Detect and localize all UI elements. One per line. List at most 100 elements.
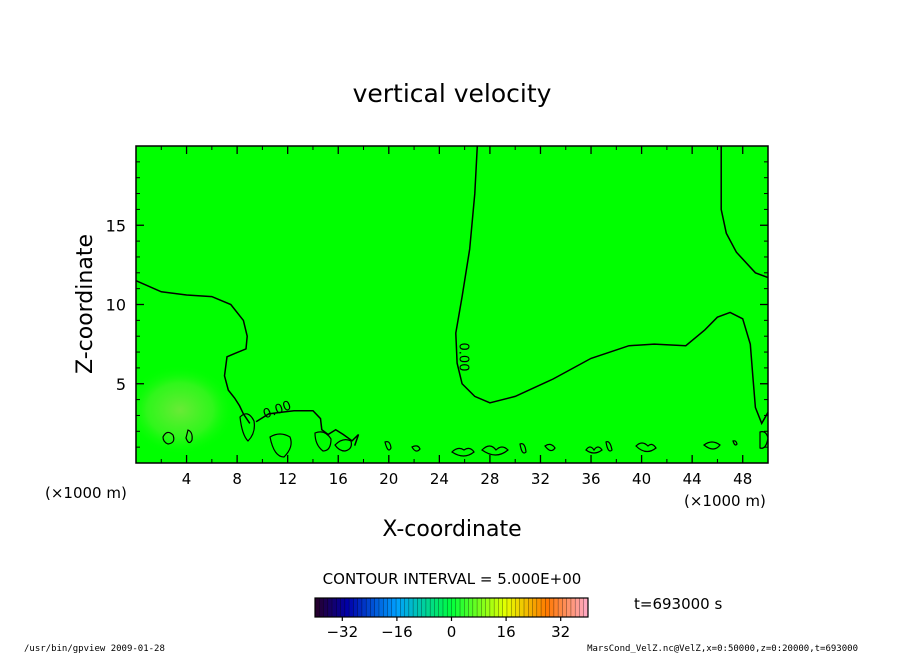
zero-contour-left [136,280,251,424]
colorbar-tick-label: 32 [551,623,570,641]
x-tick-label: 32 [531,470,550,488]
colorbar-ticks: −32 −16 0 16 32 [326,617,570,641]
colorbar-swatch [562,598,567,617]
colorbar-swatch [472,598,478,617]
x-unit-left: (×1000 m) [45,484,127,502]
blob-contour [635,442,657,453]
blob-contour [411,445,421,452]
colorbar-swatch [541,598,546,617]
colorbar-swatch [430,598,435,617]
zero-contour-upperright [720,146,768,279]
colorbar-swatch [442,598,448,617]
colorbar [314,598,589,617]
colorbar-swatch [366,598,371,617]
colorbar-swatch [455,598,461,617]
x-tick-label: 12 [278,470,297,488]
x-tick-label: 4 [182,470,192,488]
colorbar-tick-label: 16 [497,623,516,641]
colorbar-swatch [370,598,376,617]
colorbar-swatch [464,598,469,617]
blob-contour [162,431,175,445]
heatmap-positive-patch [136,365,235,455]
colorbar-swatch [315,598,320,617]
colorbar-swatch [558,598,563,617]
x-tick-label: 28 [480,470,499,488]
colorbar-swatch [511,598,516,617]
y-tick-label: 10 [106,296,126,315]
colorbar-swatch [383,598,388,617]
colorbar-swatch [579,598,585,617]
y-tick-label: 5 [116,375,126,394]
colorbar-swatch [506,598,512,617]
colorbar-swatch [451,598,457,617]
blob-contour [334,439,352,452]
colorbar-swatch [353,598,358,617]
x-tick-label: 36 [581,470,600,488]
blob-contour [314,431,332,452]
colorbar-swatch [536,598,542,617]
blob-contour [384,441,392,451]
colorbar-swatch [396,598,401,617]
colorbar-swatch [344,598,350,617]
x-tick-label: 40 [632,470,651,488]
colorbar-swatch [323,598,329,617]
y-tick-label: 15 [106,216,126,235]
colorbar-swatch [387,598,393,617]
x-axis-label: X-coordinate [382,517,521,542]
colorbar-swatch [447,598,452,617]
colorbar-swatch [549,598,555,617]
colorbar-swatch [327,598,333,617]
blob-contour [544,443,556,452]
colorbar-swatch [468,598,474,617]
blob-contour [239,413,255,442]
blob-contour [185,429,193,444]
colorbar-swatch [553,598,559,617]
blob-contour [269,433,292,458]
colorbar-swatch [357,598,363,617]
colorbar-swatch [489,598,495,617]
colorbar-swatch [421,598,427,617]
colorbar-swatch [336,598,341,617]
colorbar-swatch [438,598,444,617]
colorbar-swatch [524,598,529,617]
colorbar-swatch [502,598,508,617]
colorbar-swatch [566,598,572,617]
contour-interval-text: CONTOUR INTERVAL = 5.000E+00 [323,570,582,588]
blob-contour [451,447,475,457]
colorbar-swatch [378,598,384,617]
footer-left: /usr/bin/gpview 2009-01-28 [24,644,165,654]
y-axis-label: Z-coordinate [73,234,98,374]
blob-contour [585,446,603,454]
x-unit-right: (×1000 m) [684,492,766,510]
colorbar-swatch [477,598,482,617]
colorbar-swatch [374,598,380,617]
colorbar-swatch [349,598,354,617]
colorbar-tick-label: −32 [326,623,358,641]
blob-contour [703,441,721,450]
colorbar-swatch [332,598,337,617]
colorbar-swatch [545,598,550,617]
colorbar-swatch [583,598,589,617]
colorbar-swatch [425,598,431,617]
colorbar-swatch [361,598,367,617]
colorbar-swatch [528,598,533,617]
colorbar-swatch [434,598,440,617]
colorbar-swatch [532,598,538,617]
zero-contour-lowleft [255,409,360,446]
colorbar-swatch [400,598,405,617]
colorbar-swatch [494,598,499,617]
blob-contour [519,443,527,454]
x-tick-label: 44 [683,470,702,488]
colorbar-swatch [519,598,525,617]
x-tick-label: 16 [329,470,348,488]
colorbar-swatch [570,598,576,617]
contour-label: 0.00 [456,343,471,372]
colorbar-swatch [417,598,422,617]
x-tick-label: 8 [232,470,242,488]
colorbar-swatch [408,598,414,617]
colorbar-tick-label: −16 [381,623,413,641]
footer-right: MarsCond_VelZ.nc@VelZ,x=0:50000,z=0:2000… [587,644,858,654]
